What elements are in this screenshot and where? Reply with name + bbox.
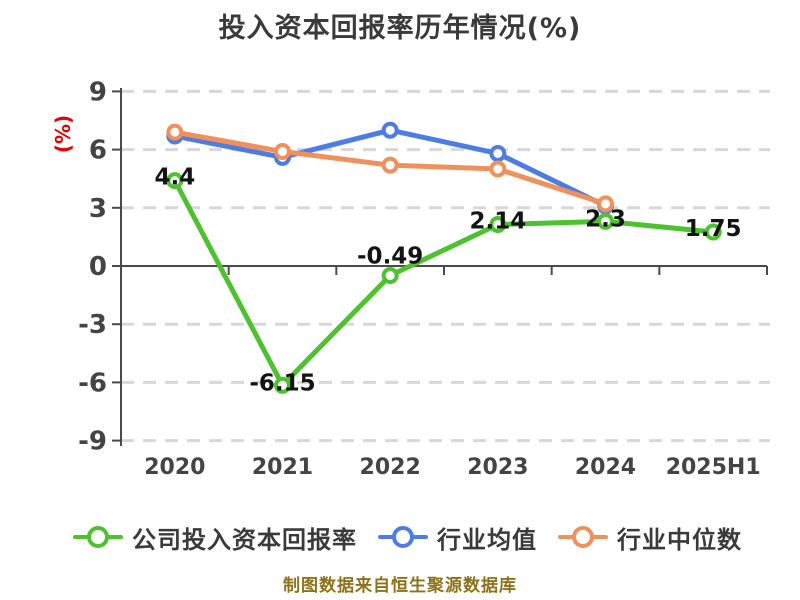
data-point-marker — [597, 212, 614, 230]
y-axis-tick-label: 9 — [89, 77, 107, 107]
x-axis-category-label: 2022 — [360, 455, 421, 480]
legend-item-industry-mean[interactable]: 行业均值 — [378, 520, 537, 555]
data-point-label: 4.4 — [154, 165, 195, 191]
data-point-label: 2.3 — [585, 206, 626, 232]
legend-item-industry-median[interactable]: 行业中位数 — [558, 520, 742, 555]
x-axis-category-label: 2024 — [575, 455, 636, 480]
data-point-marker — [597, 195, 614, 213]
data-point-marker — [274, 143, 291, 161]
data-point-marker — [166, 172, 184, 190]
data-point-marker — [489, 144, 507, 162]
data-point-marker — [489, 160, 507, 178]
series-行业中位数 — [166, 123, 614, 213]
legend-label-industry-median: 行业中位数 — [617, 525, 742, 554]
y-axis-tick-label: 6 — [89, 136, 107, 166]
x-axis-category-label: 2021 — [252, 455, 313, 480]
x-axis-category-label: 2020 — [144, 455, 205, 480]
y-axis-tick-label: -3 — [78, 310, 107, 340]
y-axis-tick-label: 3 — [89, 194, 107, 224]
data-point-marker — [381, 267, 399, 285]
data-point-marker — [489, 215, 507, 233]
x-axis-labels: 2020 2021 2022 2023 2024 2025H1 — [144, 455, 760, 480]
data-point-label: -6.15 — [249, 370, 315, 396]
series-公司投入资本回报率 — [166, 172, 722, 394]
y-axis-tick-label: -9 — [78, 427, 107, 457]
axes — [112, 88, 768, 446]
y-axis-labels: 9 6 3 0 -3 -6 -9 — [78, 77, 107, 456]
data-labels: 4.4 -6.15 -0.49 2.14 2.3 1.75 — [154, 165, 741, 397]
data-point-label: -0.49 — [357, 244, 423, 270]
data-point-marker — [381, 156, 399, 174]
x-axis-category-label: 2025H1 — [666, 455, 761, 480]
x-axis-category-label: 2023 — [467, 455, 528, 480]
data-source-note: 制图数据来自恒生聚源数据库 — [283, 576, 517, 596]
legend-marker-industry-median — [558, 523, 608, 551]
data-point-marker — [381, 121, 399, 139]
series-line — [172, 178, 716, 388]
data-point-label: 1.75 — [685, 216, 742, 242]
chart-title: 投入资本回报率历年情况(%) — [218, 13, 582, 44]
legend-label-company-roic: 公司投入资本回报率 — [132, 525, 357, 554]
data-point-label: 2.14 — [469, 208, 526, 234]
data-point-marker — [274, 376, 291, 394]
gridlines — [121, 89, 770, 443]
legend-item-company-roic[interactable]: 公司投入资本回报率 — [73, 520, 357, 555]
legend-marker-industry-mean — [378, 523, 428, 551]
y-axis-tick-label: 0 — [89, 252, 107, 282]
data-point-marker — [166, 123, 184, 141]
chart-legend: 公司投入资本回报率 行业均值 行业中位数 — [73, 520, 763, 555]
legend-label-industry-mean: 行业均值 — [437, 525, 537, 554]
data-point-marker — [704, 223, 722, 241]
y-axis-tick-label: -6 — [78, 368, 107, 398]
legend-marker-company-roic — [73, 523, 123, 551]
